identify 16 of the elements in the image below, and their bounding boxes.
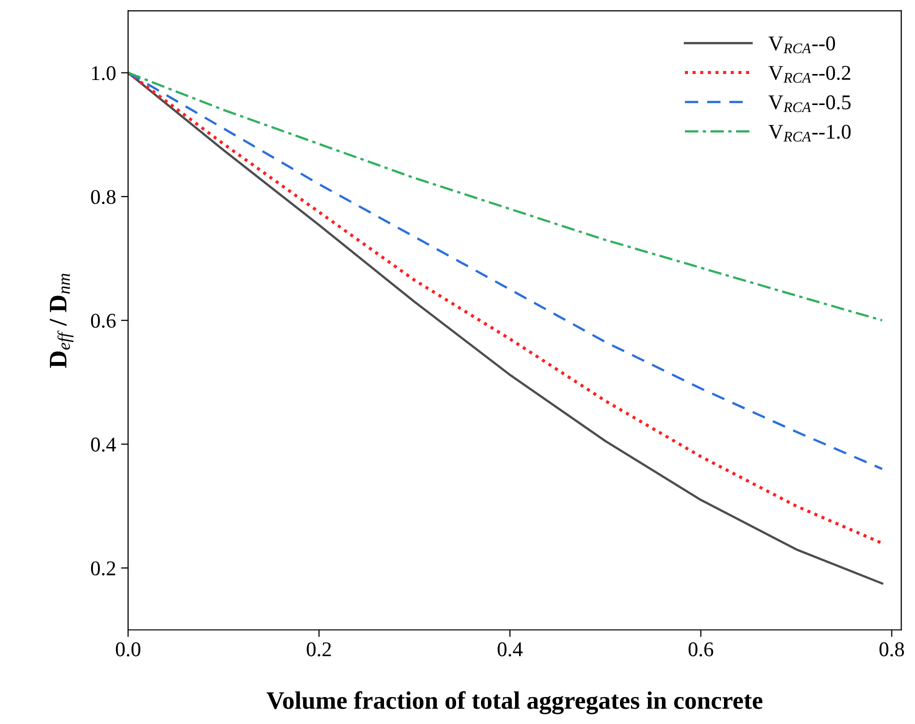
y-tick-label: 0.6	[91, 314, 116, 328]
legend-label: V$_{RCA}$--0.5	[768, 95, 851, 112]
x-tick-label: 0.0	[116, 642, 140, 656]
y-tick-label: 1.0	[92, 66, 116, 80]
legend-label: V$_{RCA}$--0	[768, 36, 835, 54]
y-tick-label: 0.8	[91, 190, 116, 204]
legend-label: V$_{RCA}$--0.2	[768, 66, 850, 83]
x-tick-label: 0.2	[306, 642, 331, 656]
x-tick-label: 0.8	[880, 642, 904, 656]
y-tick-label: 0.4	[91, 438, 116, 452]
y-axis-title: D$_{eff}$ / D$_{nm}$	[50, 274, 74, 368]
x-axis-title: Volume fraction of total aggregates in concrete	[266, 691, 762, 714]
legend-label: V$_{RCA}$--1.0	[768, 124, 851, 142]
x-tick-label: 0.4	[498, 642, 523, 656]
x-tick-label: 0.6	[688, 642, 714, 656]
y-tick-label: 0.2	[91, 561, 116, 576]
